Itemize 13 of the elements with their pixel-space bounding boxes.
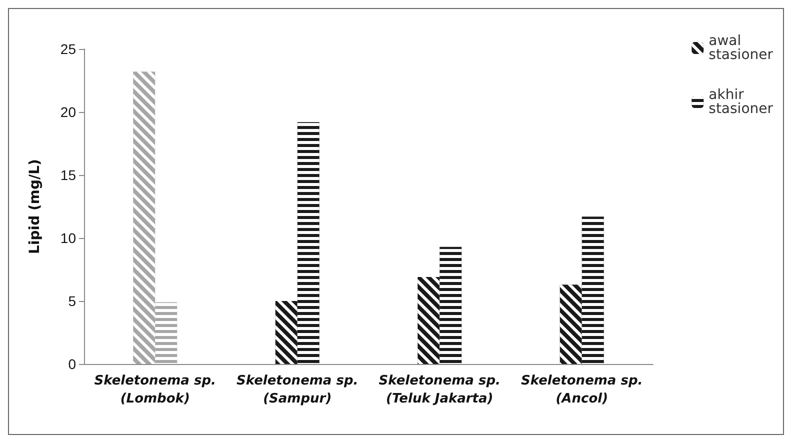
- x-tick-label: Skeletonema sp. (Ancol): [521, 374, 643, 406]
- y-tick-label: 25: [60, 41, 76, 57]
- y-tick-label: 5: [68, 293, 76, 309]
- x-tick-label: Skeletonema sp. (Lombok): [94, 374, 216, 406]
- x-tick-label: Skeletonema sp. (Teluk Jakarta): [378, 374, 500, 406]
- y-tick-label: 15: [60, 167, 76, 183]
- legend-label: akhir stasioner: [708, 87, 774, 117]
- y-tick-label: 10: [60, 230, 76, 246]
- y-tick-label: 20: [60, 104, 76, 120]
- y-axis-title: Lipid (mg/L): [27, 159, 43, 254]
- y-tick-label: 0: [68, 356, 76, 372]
- legend-label: awal stasioner: [708, 33, 774, 63]
- x-tick-label: Skeletonema sp. (Sampur): [236, 374, 358, 406]
